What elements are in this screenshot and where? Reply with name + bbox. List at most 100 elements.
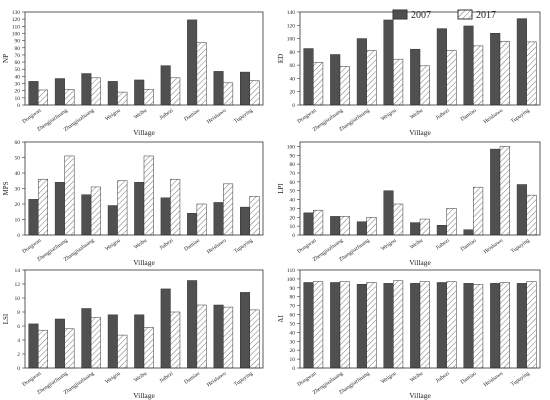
bar-2007-zhengjiazhuang <box>54 182 65 236</box>
y-tick-label: 30 <box>15 187 21 193</box>
chart-ai: 0102030405060708090100110DongwanZhengjia… <box>277 268 541 400</box>
bar-2017-tupuying <box>249 80 260 106</box>
y-axis-label: NP <box>2 54 10 63</box>
y-tick-label: 40 <box>290 76 296 82</box>
x-tick-label: Weibu <box>133 238 148 251</box>
y-tick-label: 110 <box>287 268 295 274</box>
y-tick-label: 90 <box>290 153 296 159</box>
bar-2017-dongwan <box>313 209 324 236</box>
bar-2017-dongwan <box>313 281 324 369</box>
bar-2007-weibu <box>410 48 421 106</box>
bar-2007-zhengjiazhuang <box>330 282 341 369</box>
x-tick-label: Weibu <box>409 371 424 384</box>
y-tick-label: 20 <box>290 90 296 96</box>
y-axis-label: ED <box>277 54 285 63</box>
y-tick-label: 0 <box>292 103 295 109</box>
x-tick-label: Weigou <box>104 371 122 386</box>
chart-np: 0102030405060708090100110120130DongwanZh… <box>2 10 264 137</box>
bar-2007-zhangjiazhuang <box>356 221 367 236</box>
x-tick-label: Weigou <box>380 238 398 253</box>
bar-2017-zhangjiazhuang <box>366 282 377 369</box>
x-tick-label: Weigou <box>104 108 122 123</box>
chart-ed: 020406080100120140DongwanZhengjiazhuangZ… <box>277 10 541 137</box>
bar-2017-zhengjiazhuang <box>64 155 75 236</box>
bar-2017-weibu <box>143 89 154 106</box>
y-tick-label: 60 <box>290 63 296 69</box>
bar-2007-dongwan <box>303 282 314 369</box>
bar-2017-jiabezi <box>446 208 457 236</box>
y-tick-label: 0 <box>292 233 295 239</box>
y-tick-label: 30 <box>290 206 296 212</box>
y-tick-label: 90 <box>290 286 296 292</box>
bar-2017-dongwan <box>37 178 48 236</box>
bar-2017-weigou <box>393 58 404 106</box>
bar-2017-heishawo <box>223 306 234 369</box>
plot-frame <box>24 11 264 106</box>
x-tick-label: Tupuying <box>510 108 531 125</box>
bar-2007-weibu <box>410 222 421 236</box>
bar-2007-jiabezi <box>436 282 447 369</box>
y-tick-label: 120 <box>287 23 296 29</box>
bar-2007-weigou <box>383 19 394 106</box>
bar-2007-jiabezi <box>436 225 447 236</box>
y-tick-label: 120 <box>12 17 21 23</box>
x-tick-label: Heishawo <box>206 371 228 389</box>
y-tick-label: 60 <box>290 313 296 319</box>
bar-2017-tupuying <box>526 281 537 369</box>
x-tick-label: Dongwan <box>21 371 42 388</box>
bar-2017-damiao <box>196 42 207 106</box>
bar-2017-heishawo <box>223 183 234 236</box>
x-tick-label: Weibu <box>133 371 148 384</box>
bar-2007-heishawo <box>490 148 501 236</box>
bar-2017-tupuying <box>526 194 537 236</box>
x-tick-label: Damiao <box>183 108 201 123</box>
bar-2007-heishawo <box>490 283 501 369</box>
chart-lpi: 0102030405060708090100DongwanZhengjiazhu… <box>277 141 541 267</box>
bar-2007-damiao <box>187 19 198 106</box>
chart-panels: 0102030405060708090100110120130DongwanZh… <box>2 10 541 400</box>
bar-2007-weigou <box>107 314 118 369</box>
y-axis-label: MPS <box>2 181 10 195</box>
y-tick-label: 90 <box>15 39 21 45</box>
y-tick-label: 130 <box>12 10 21 16</box>
bar-2007-weibu <box>134 79 145 106</box>
bar-2007-weigou <box>383 283 394 369</box>
y-tick-label: 20 <box>15 89 21 95</box>
bar-2007-zhangjiazhuang <box>356 38 367 106</box>
bar-2007-heishawo <box>213 304 224 369</box>
bar-2017-weibu <box>419 281 430 369</box>
legend-label-2017: 2017 <box>476 10 496 21</box>
y-tick-label: 110 <box>12 24 20 30</box>
bar-2007-jiabezi <box>160 288 171 369</box>
bar-2017-dongwan <box>313 62 324 106</box>
y-tick-label: 50 <box>290 321 296 327</box>
bar-2017-heishawo <box>499 282 510 369</box>
bar-2007-tupuying <box>516 184 527 236</box>
x-axis-label: Village <box>133 128 155 137</box>
legend: 2007 2017 <box>392 9 496 21</box>
bar-2017-jiabezi <box>170 311 181 369</box>
plot-frame <box>24 141 264 236</box>
x-tick-label: Heishawo <box>206 238 228 256</box>
y-tick-label: 80 <box>15 46 21 52</box>
y-tick-label: 20 <box>290 348 296 354</box>
y-tick-label: 100 <box>287 277 296 283</box>
x-tick-label: Jiabezi <box>159 370 175 384</box>
y-tick-label: 70 <box>290 171 296 177</box>
bar-2017-weigou <box>117 334 128 369</box>
bar-2007-damiao <box>463 25 474 106</box>
bar-2007-weigou <box>107 81 118 106</box>
bar-2007-weigou <box>383 190 394 236</box>
x-tick-label: Heishawo <box>483 371 505 389</box>
y-tick-label: 30 <box>290 339 296 345</box>
x-axis-label: Village <box>133 258 155 267</box>
bar-2017-damiao <box>473 45 484 106</box>
bar-2007-heishawo <box>213 71 224 106</box>
y-tick-label: 80 <box>290 50 296 56</box>
bar-2017-zhangjiazhuang <box>366 217 377 236</box>
bar-2007-weibu <box>410 283 421 369</box>
bar-2007-zhangjiazhuang <box>81 194 92 236</box>
y-tick-label: 60 <box>15 140 21 146</box>
y-tick-label: 70 <box>290 304 296 310</box>
